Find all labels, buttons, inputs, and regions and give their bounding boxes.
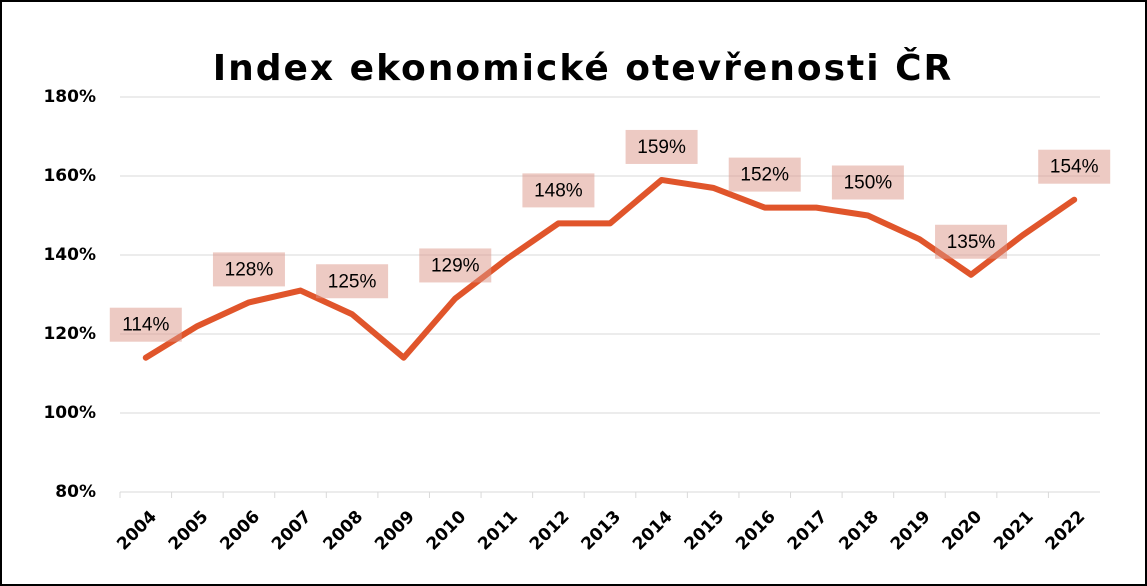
data-label-box bbox=[316, 264, 389, 299]
data-label-box bbox=[1038, 149, 1111, 184]
data-label: 148% bbox=[534, 180, 583, 201]
data-label-box bbox=[831, 165, 904, 200]
data-label-box bbox=[109, 307, 182, 342]
y-tick-label: 80% bbox=[55, 482, 96, 502]
y-tick-label: 160% bbox=[43, 166, 96, 186]
data-label: 128% bbox=[225, 259, 274, 280]
data-label-box bbox=[935, 224, 1008, 259]
data-label: 125% bbox=[328, 271, 377, 292]
data-label: 114% bbox=[122, 315, 169, 336]
data-label-box bbox=[212, 252, 285, 287]
data-label: 129% bbox=[431, 255, 480, 276]
data-label: 152% bbox=[740, 165, 789, 186]
data-label: 159% bbox=[637, 137, 686, 158]
data-label: 154% bbox=[1050, 157, 1099, 178]
chart-title: Index ekonomické otevřenosti ČR bbox=[213, 47, 954, 89]
line bbox=[142, 176, 1078, 361]
data-label-box bbox=[625, 129, 698, 164]
data-label-box bbox=[419, 248, 492, 283]
y-tick-label: 100% bbox=[43, 403, 96, 423]
data-label: 135% bbox=[947, 232, 996, 253]
y-tick-label: 140% bbox=[43, 245, 96, 265]
y-tick-label: 180% bbox=[43, 87, 96, 107]
data-label-box bbox=[522, 173, 595, 208]
data-label-box bbox=[728, 157, 801, 192]
y-tick-label: 120% bbox=[43, 324, 96, 344]
data-label: 150% bbox=[844, 173, 893, 194]
